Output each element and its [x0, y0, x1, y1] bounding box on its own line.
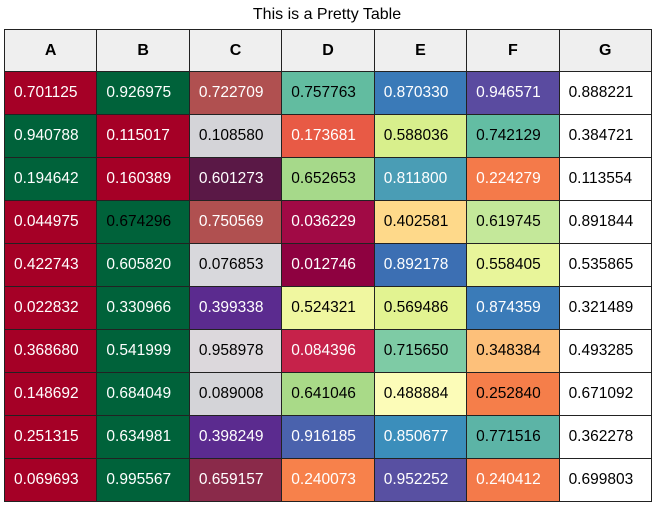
table-cell: 0.173681 [281, 114, 375, 158]
table-cell: 0.115017 [96, 114, 190, 158]
table-cell: 0.605820 [96, 243, 190, 287]
table-cell: 0.493285 [558, 329, 652, 373]
table-cell: 0.012746 [281, 243, 375, 287]
table-cell: 0.870330 [373, 71, 468, 115]
column-header: C [188, 29, 283, 72]
table-cell: 0.750569 [188, 200, 283, 244]
column-header: A [4, 29, 98, 72]
table-cell: 0.715650 [373, 329, 468, 373]
table-cell: 0.699803 [558, 458, 652, 502]
table-cell: 0.916185 [281, 415, 375, 459]
table-cell: 0.641046 [281, 372, 375, 416]
table-cell: 0.940788 [4, 114, 98, 158]
table-cell: 0.108580 [188, 114, 283, 158]
table-cell: 0.240412 [466, 458, 560, 502]
table-cell: 0.402581 [373, 200, 468, 244]
table-cell: 0.422743 [4, 243, 98, 287]
table-cell: 0.384721 [558, 114, 652, 158]
table-cell: 0.113554 [558, 157, 652, 201]
table-cell: 0.084396 [281, 329, 375, 373]
table-cell: 0.348384 [466, 329, 560, 373]
table-cell: 0.701125 [4, 71, 98, 115]
table-cell: 0.558405 [466, 243, 560, 287]
table-cell: 0.194642 [4, 157, 98, 201]
table-cell: 0.634981 [96, 415, 190, 459]
column-header: G [558, 29, 652, 72]
table-cell: 0.251315 [4, 415, 98, 459]
table-cell: 0.771516 [466, 415, 560, 459]
table-cell: 0.926975 [96, 71, 190, 115]
table-cell: 0.619745 [466, 200, 560, 244]
table-cell: 0.684049 [96, 372, 190, 416]
table-cell: 0.368680 [4, 329, 98, 373]
table-cell: 0.069693 [4, 458, 98, 502]
table-cell: 0.892178 [373, 243, 468, 287]
table-cell: 0.036229 [281, 200, 375, 244]
column-header: E [373, 29, 468, 72]
table-cell: 0.946571 [466, 71, 560, 115]
table-cell: 0.811800 [373, 157, 468, 201]
table-cell: 0.044975 [4, 200, 98, 244]
table-cell: 0.535865 [558, 243, 652, 287]
table-cell: 0.330966 [96, 286, 190, 330]
table-cell: 0.224279 [466, 157, 560, 201]
table-cell: 0.160389 [96, 157, 190, 201]
table-cell: 0.891844 [558, 200, 652, 244]
table-cell: 0.601273 [188, 157, 283, 201]
table-cell: 0.362278 [558, 415, 652, 459]
table-cell: 0.757763 [281, 71, 375, 115]
table-cell: 0.888221 [558, 71, 652, 115]
table-cell: 0.569486 [373, 286, 468, 330]
table-cell: 0.399338 [188, 286, 283, 330]
table-cell: 0.722709 [188, 71, 283, 115]
table-cell: 0.659157 [188, 458, 283, 502]
table-cell: 0.240073 [281, 458, 375, 502]
table-cell: 0.588036 [373, 114, 468, 158]
table-cell: 0.089008 [188, 372, 283, 416]
table-cell: 0.252840 [466, 372, 560, 416]
table-cell: 0.022832 [4, 286, 98, 330]
table-cell: 0.952252 [373, 458, 468, 502]
table-cell: 0.674296 [96, 200, 190, 244]
table-cell: 0.541999 [96, 329, 190, 373]
table-title: This is a Pretty Table [252, 6, 402, 23]
table-cell: 0.995567 [96, 458, 190, 502]
table-cell: 0.488884 [373, 372, 468, 416]
table-cell: 0.321489 [558, 286, 652, 330]
table-cell: 0.958978 [188, 329, 283, 373]
table-cell: 0.850677 [373, 415, 468, 459]
column-header: B [96, 29, 190, 72]
table-cell: 0.076853 [188, 243, 283, 287]
table-cell: 0.742129 [466, 114, 560, 158]
table-cell: 0.652653 [281, 157, 375, 201]
column-header: F [466, 29, 560, 72]
table-cell: 0.148692 [4, 372, 98, 416]
table-cell: 0.874359 [466, 286, 560, 330]
table-cell: 0.398249 [188, 415, 283, 459]
table-cell: 0.524321 [281, 286, 375, 330]
column-header: D [281, 29, 375, 72]
table-cell: 0.671092 [558, 372, 652, 416]
